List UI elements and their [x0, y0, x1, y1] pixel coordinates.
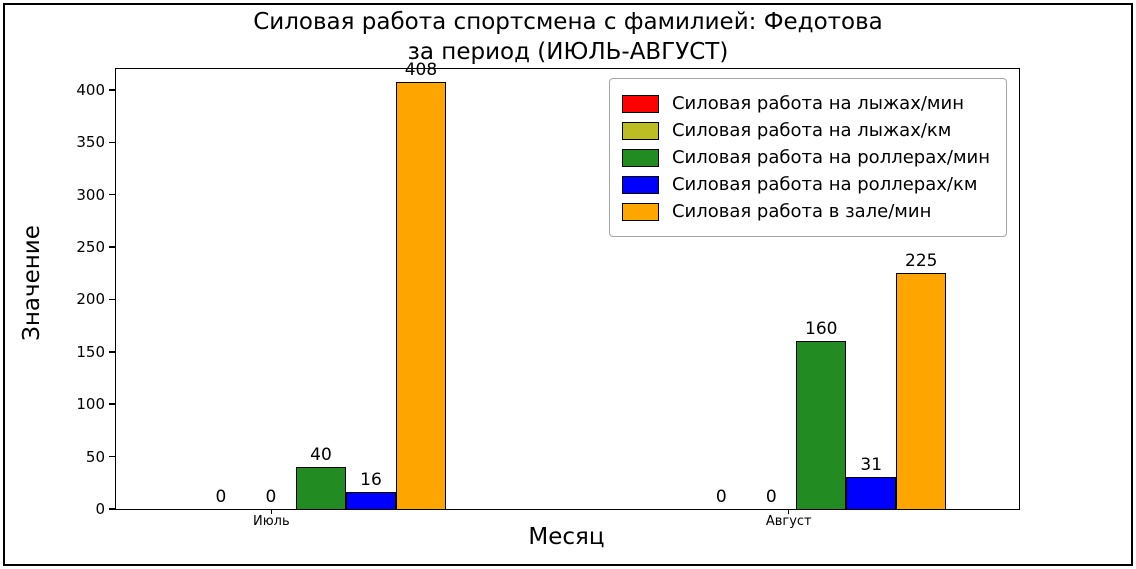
bar-value-label: 16 — [360, 470, 382, 491]
bar — [796, 341, 847, 509]
y-axis-tick — [109, 298, 116, 301]
bar-value-label: 0 — [765, 487, 777, 507]
y-axis-tick — [109, 351, 116, 353]
y-axis-tick-label: 50 — [85, 447, 105, 466]
bar — [846, 476, 897, 509]
bar-value-label: 408 — [404, 59, 438, 80]
bar-value-label: 225 — [905, 251, 938, 272]
legend-swatch-4 — [621, 202, 659, 221]
bar-value-label: 0 — [265, 487, 277, 507]
chart-title: Силовая работа спортсмена с фамилией: Фе… — [0, 7, 1136, 67]
y-axis-tick-label: 0 — [95, 500, 105, 518]
legend-swatch-2 — [621, 148, 659, 167]
y-axis-tick-label: 300 — [76, 185, 105, 204]
y-axis-tick — [109, 455, 116, 458]
y-axis-tick — [109, 403, 116, 405]
legend-item-label: Силовая работа на лыжах/км — [671, 120, 952, 141]
bar-value-label: 160 — [805, 319, 838, 340]
y-axis-tick — [109, 141, 116, 144]
bar-value-label: 31 — [860, 454, 883, 475]
chart-title-line2: за период (ИЮЛЬ-АВГУСТ) — [407, 39, 729, 65]
y-axis-tick — [109, 89, 116, 91]
y-axis-label: Значение — [19, 225, 45, 341]
legend-item: Силовая работа на лыжах/мин — [621, 93, 990, 114]
y-axis-tick-label: 400 — [76, 80, 105, 99]
legend-item: Силовая работа на роллерах/мин — [621, 147, 990, 168]
y-axis-tick — [109, 246, 116, 248]
legend-swatch-3 — [621, 175, 659, 194]
y-axis-tick-label: 100 — [76, 395, 105, 414]
legend-item: Силовая работа на роллерах/км — [621, 174, 990, 195]
y-axis-tick — [109, 508, 116, 510]
y-axis-tick-label: 200 — [76, 290, 105, 309]
bar — [295, 467, 346, 509]
x-axis-tick-label: Август — [765, 514, 812, 529]
legend-item: Силовая работа в зале/мин — [621, 201, 990, 222]
bar — [395, 81, 446, 509]
bar-value-label: 40 — [310, 445, 332, 466]
legend-item-label: Силовая работа на роллерах/мин — [671, 147, 990, 168]
y-axis-tick-label: 350 — [76, 133, 105, 152]
bar — [896, 273, 947, 509]
x-axis-label: Месяц — [528, 524, 605, 550]
y-axis-tick-label: 150 — [76, 342, 105, 361]
x-axis-tick-label: Июль — [252, 514, 290, 529]
bar-value-label: 0 — [715, 487, 727, 507]
x-axis-tick — [787, 509, 790, 514]
legend-swatch-1 — [621, 121, 659, 140]
legend-item: Силовая работа на лыжах/км — [621, 120, 990, 141]
chart-title-line1: Силовая работа спортсмена с фамилией: Фе… — [253, 9, 883, 35]
bar — [345, 492, 396, 509]
y-axis-tick — [109, 193, 116, 196]
plot-area: Силовая работа на лыжах/мин Силовая работ… — [76, 61, 1020, 529]
x-axis-tick — [270, 509, 273, 514]
legend-item-label: Силовая работа на роллерах/км — [671, 174, 978, 195]
legend-swatch-0 — [621, 94, 659, 113]
legend: Силовая работа на лыжах/мин Силовая работ… — [608, 78, 1007, 237]
bar-value-label: 0 — [215, 487, 227, 507]
legend-item-label: Силовая работа в зале/мин — [671, 201, 932, 222]
y-axis-tick-label: 250 — [76, 238, 105, 257]
legend-item-label: Силовая работа на лыжах/мин — [671, 93, 964, 114]
